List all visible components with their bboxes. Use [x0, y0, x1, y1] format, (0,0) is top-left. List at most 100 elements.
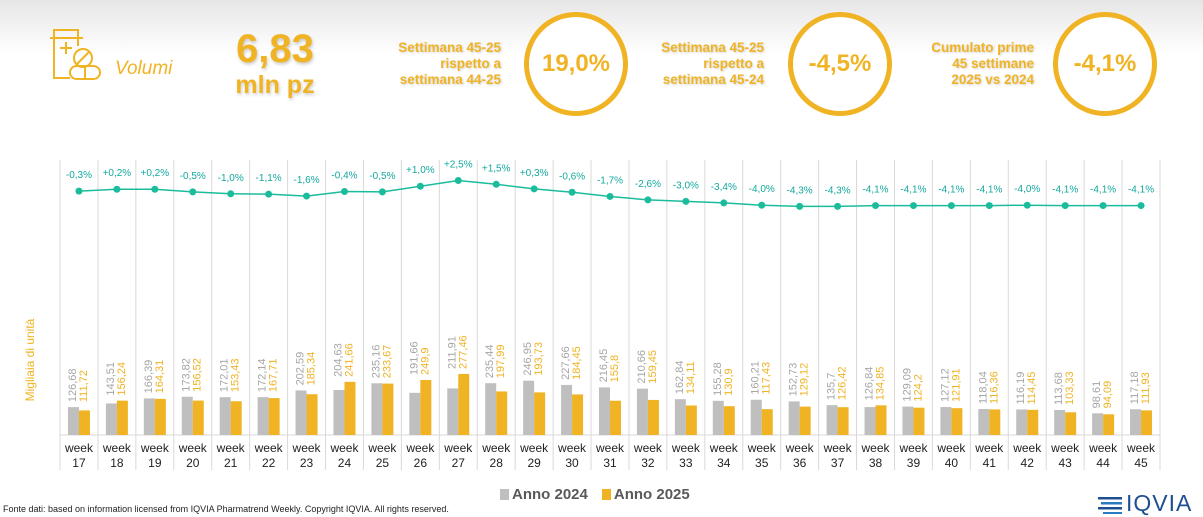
- bar-2025: [382, 383, 394, 435]
- data-label-2025: 116,36: [988, 371, 1000, 404]
- x-tick-label: week: [216, 441, 246, 455]
- x-tick-label: 39: [907, 456, 921, 470]
- growth-label: -1,6%: [293, 175, 319, 186]
- growth-label: -4,1%: [1128, 185, 1154, 196]
- kpi-label-line: settimana 45-24: [662, 72, 764, 87]
- x-tick-label: week: [102, 441, 132, 455]
- bar-2025: [344, 381, 356, 435]
- x-tick-label: week: [519, 441, 549, 455]
- growth-label: -4,1%: [900, 185, 926, 196]
- growth-point: [530, 185, 538, 193]
- x-tick-label: week: [898, 441, 928, 455]
- growth-label: -2,6%: [635, 179, 661, 190]
- data-label-2025: 193,73: [533, 342, 545, 376]
- iqvia-logo: IQVIA: [1098, 490, 1192, 517]
- data-label-2025: 124,2: [912, 374, 924, 402]
- growth-point: [1061, 202, 1069, 210]
- data-label-2025: 111,93: [1140, 372, 1152, 404]
- growth-point: [492, 180, 500, 188]
- bar-2024: [219, 397, 231, 435]
- bar-2024: [333, 389, 345, 435]
- data-label-2024: 127,12: [939, 368, 951, 402]
- data-label-2025: 233,67: [381, 345, 393, 379]
- bar-2024: [674, 399, 686, 435]
- bar-2025: [306, 394, 318, 435]
- growth-label: +0,2%: [103, 168, 132, 179]
- data-label-2025: 249,9: [419, 347, 431, 375]
- x-tick-label: 28: [490, 456, 504, 470]
- x-tick-label: 18: [110, 456, 124, 470]
- legend-item-2024: Anno 2024: [500, 486, 588, 503]
- x-tick-label: week: [443, 441, 473, 455]
- x-tick-label: week: [254, 441, 284, 455]
- x-tick-label: 30: [565, 456, 579, 470]
- data-label-2024: 211,91: [446, 336, 458, 369]
- x-tick-label: week: [671, 441, 701, 455]
- data-label-2025: 94,09: [1102, 381, 1114, 409]
- growth-label: +2,5%: [444, 160, 473, 171]
- growth-label: -1,0%: [218, 173, 244, 184]
- growth-label: -4,1%: [976, 185, 1002, 196]
- total-value: 6,83: [236, 27, 314, 71]
- data-label-2025: 126,42: [837, 366, 849, 400]
- growth-point: [1023, 201, 1031, 209]
- growth-label: +1,5%: [482, 163, 511, 174]
- data-label-2024: 191,66: [408, 341, 420, 375]
- data-label-2024: 173,82: [181, 358, 193, 392]
- x-tick-label: week: [1126, 441, 1156, 455]
- growth-label: -4,1%: [862, 185, 888, 196]
- bar-2024: [561, 384, 573, 435]
- data-label-2024: 210,66: [636, 350, 648, 384]
- data-label-2024: 202,59: [295, 352, 307, 386]
- x-tick-label: week: [1088, 441, 1118, 455]
- bar-2024: [788, 401, 800, 435]
- data-label-2024: 113,68: [1053, 372, 1065, 405]
- growth-point: [265, 190, 273, 198]
- bar-2025: [647, 399, 659, 435]
- bar-2025: [761, 409, 773, 435]
- bar-2024: [826, 405, 838, 435]
- bar-2024: [485, 383, 497, 435]
- data-label-2025: 241,66: [343, 343, 355, 377]
- x-tick-label: week: [140, 441, 170, 455]
- data-label-2025: 156,24: [116, 362, 128, 396]
- x-tick-label: 43: [1058, 456, 1072, 470]
- data-label-2025: 153,43: [230, 359, 242, 393]
- bar-2024: [750, 399, 762, 435]
- data-label-2025: 159,45: [647, 350, 659, 384]
- bar-2024: [67, 407, 79, 435]
- data-label-2025: 277,46: [457, 335, 469, 369]
- bar-2025: [1065, 412, 1077, 435]
- data-label-2024: 246,95: [522, 342, 534, 376]
- growth-point: [416, 182, 424, 190]
- growth-label: -4,1%: [1090, 185, 1116, 196]
- data-label-2025: 155,8: [609, 355, 621, 383]
- x-tick-label: 22: [262, 456, 276, 470]
- growth-point: [454, 177, 462, 184]
- x-tick-label: 25: [376, 456, 390, 470]
- growth-label: -4,0%: [749, 184, 775, 195]
- bar-2025: [116, 400, 128, 435]
- growth-point: [151, 185, 159, 193]
- x-tick-label: week: [557, 441, 587, 455]
- x-tick-label: week: [367, 441, 397, 455]
- bar-2025: [192, 400, 204, 435]
- kpi-1-label: Settimana 45-25 rispetto a settimana 44-…: [341, 40, 501, 88]
- kpi-1-value: 19,0%: [524, 12, 628, 116]
- growth-point: [340, 188, 348, 196]
- data-label-2024: 98,61: [1091, 381, 1103, 409]
- growth-point: [644, 196, 652, 204]
- x-tick-label: week: [936, 441, 966, 455]
- growth-point: [1137, 202, 1145, 210]
- bar-2025: [1141, 410, 1153, 435]
- bar-2024: [712, 400, 724, 435]
- data-label-2025: 111,72: [78, 370, 90, 402]
- data-label-2025: 130,9: [723, 368, 735, 396]
- x-tick-label: 44: [1096, 456, 1110, 470]
- x-tick-label: 27: [452, 456, 466, 470]
- x-tick-label: week: [405, 441, 435, 455]
- x-tick-label: 38: [869, 456, 883, 470]
- growth-label: +0,3%: [520, 168, 549, 179]
- growth-label: -4,1%: [938, 185, 964, 196]
